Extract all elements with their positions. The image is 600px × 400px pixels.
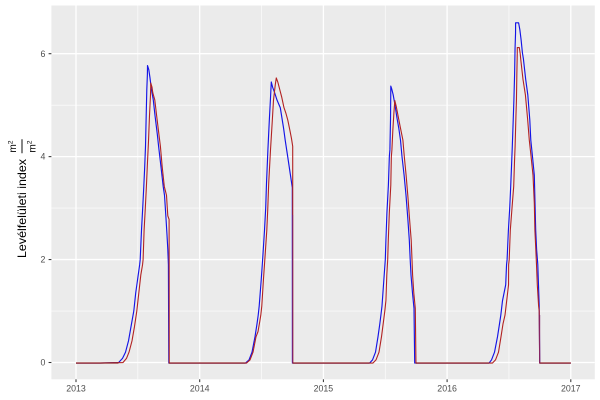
svg-text:2015: 2015 <box>314 383 334 393</box>
svg-text:0: 0 <box>40 358 45 368</box>
svg-text:6: 6 <box>40 49 45 59</box>
svg-text:m2: m2 <box>7 140 19 152</box>
svg-text:2016: 2016 <box>437 383 457 393</box>
svg-text:Levélfelületi index: Levélfelületi index <box>15 159 29 258</box>
svg-text:2: 2 <box>40 255 45 265</box>
svg-text:2014: 2014 <box>190 383 210 393</box>
svg-text:2013: 2013 <box>66 383 86 393</box>
svg-text:m2: m2 <box>27 140 39 152</box>
svg-text:4: 4 <box>40 152 45 162</box>
svg-text:2017: 2017 <box>561 383 581 393</box>
